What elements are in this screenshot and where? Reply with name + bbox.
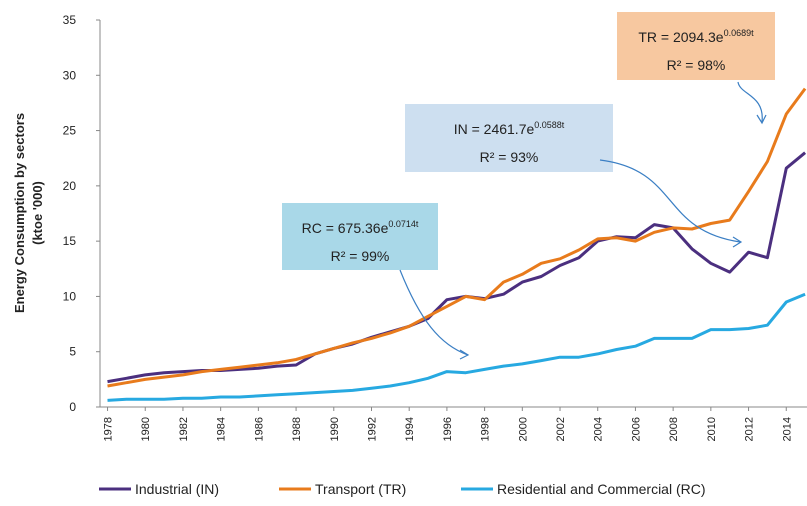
y-axis-label: Energy Consumption by sectors [12,113,27,313]
legend-label: Industrial (IN) [135,481,219,497]
annotation: RC = 675.36e0.0714t [302,219,419,236]
arrow-head [756,114,767,125]
x-tick-label: 1986 [253,417,265,441]
legend-label: Transport (TR) [315,481,406,497]
x-tick-label: 1996 [442,417,454,441]
annotation-text: RC = 675.36e [302,220,389,236]
annotation: IN = 2461.7e0.0588t [454,120,565,137]
x-tick-label: 2004 [593,417,605,441]
annotation-text: IN = 2461.7e [454,121,535,137]
y-tick-label: 20 [63,179,77,193]
arrow [399,269,469,356]
y-tick-label: 5 [69,345,76,359]
legend-label: Residential and Commercial (RC) [497,481,706,497]
annotation-text: TR = 2094.3e [638,29,723,45]
annotation-r2: R² = 98% [667,57,726,73]
series-line [107,87,807,388]
y-axis-label: (ktoe '000) [30,181,45,245]
x-tick-label: 1988 [291,417,303,441]
y-tick-label: 30 [63,68,77,82]
arrow [737,81,763,123]
x-tick-label: 2012 [744,417,756,441]
x-tick-label: 1980 [140,417,152,441]
x-tick-label: 1994 [404,417,416,441]
annotation-box [617,12,775,80]
x-tick-label: 1990 [329,417,341,441]
legend: Industrial (IN) Transport (TR) Residential… [99,481,706,497]
arrow-head [732,236,743,248]
x-tick-label: 1998 [480,417,492,441]
x-tick-label: 2002 [555,417,567,441]
arrows [399,81,767,360]
annotation-box [405,104,613,172]
y-tick-label: 15 [63,234,77,248]
arrow [599,159,741,243]
annotation-r2: R² = 99% [331,248,390,264]
annotation: TR = 2094.3e0.0689t [638,28,754,45]
lines [107,87,807,402]
x-tick-label: 1978 [103,417,115,441]
annotation-exp: 0.0588t [534,120,565,130]
x-tick-label: 2014 [781,417,793,441]
x-tick-label: 2010 [706,417,718,441]
arrow-head [459,349,470,360]
y-tick-label: 25 [63,124,77,138]
y-tick-label: 10 [63,289,77,303]
series-line [107,292,806,402]
y-tick-label: 35 [63,13,77,27]
x-tick-label: 1992 [366,417,378,441]
annotation-exp: 0.0689t [724,28,755,38]
annotation-box [282,203,438,270]
x-tick-label: 2000 [517,417,529,441]
x-tick-label: 2008 [668,417,680,441]
x-tick-label: 1984 [216,417,228,441]
y-tick-label: 0 [69,400,76,414]
x-tick-label: 2006 [630,417,642,441]
x-tick-label: 1982 [178,417,190,441]
annotation-r2: R² = 93% [480,149,539,165]
series-line [107,151,807,384]
annotation-exp: 0.0714t [388,219,419,229]
